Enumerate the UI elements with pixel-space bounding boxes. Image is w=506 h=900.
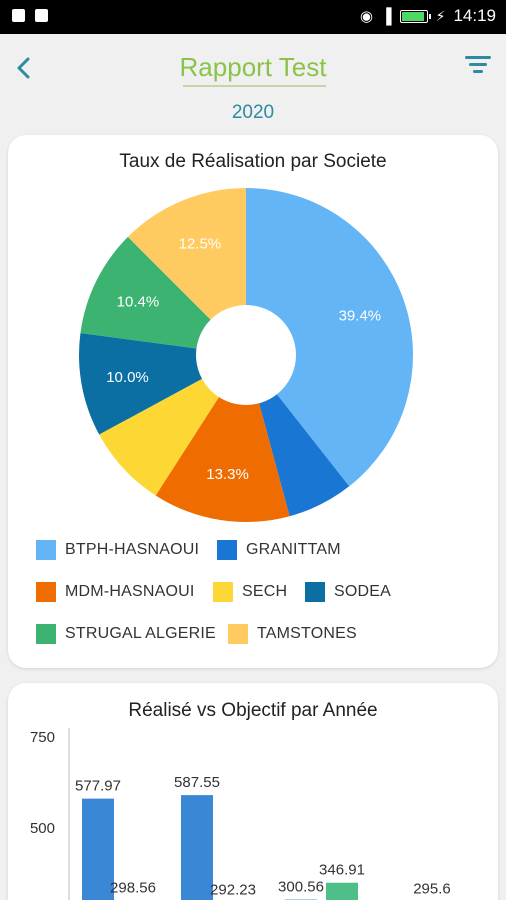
pie-slice-sech[interactable] bbox=[99, 355, 246, 496]
legend-swatch bbox=[36, 624, 56, 644]
wifi-icon: ◉ bbox=[359, 8, 373, 25]
bar-data-label: 292.23 bbox=[210, 882, 256, 899]
status-time: 14:19 bbox=[453, 6, 496, 25]
y-tick-label: 500 bbox=[30, 820, 55, 837]
donut-hole bbox=[196, 305, 296, 405]
bar-chart: 750 500 577.97 298.56 587.55 292.23 300.56346.… bbox=[30, 728, 451, 900]
legend-label: BTPH-HASNAOUI bbox=[65, 541, 200, 558]
legend-label: MDM-HASNAOUI bbox=[65, 583, 195, 600]
legend-label: SECH bbox=[242, 583, 288, 600]
bar-data-label: 298.56 bbox=[110, 879, 156, 896]
pie-data-label: 39.4% bbox=[339, 308, 382, 325]
legend-swatch bbox=[217, 540, 237, 560]
legend-item[interactable]: STRUGAL ALGERIE bbox=[36, 624, 216, 644]
legend-label: SODEA bbox=[334, 583, 392, 600]
back-button[interactable] bbox=[10, 54, 38, 82]
status-bar: ◉ ▐ ⚡ 14:19 bbox=[0, 0, 506, 34]
y-tick-label: 750 bbox=[30, 729, 55, 746]
bar-chart-card: Réalisé vs Objectif par Année 750 500 577.… bbox=[8, 683, 498, 900]
year-selector[interactable]: 2020 bbox=[231, 102, 275, 123]
bar-data-label: 300.56 bbox=[278, 879, 324, 896]
legend-swatch bbox=[36, 582, 56, 602]
battery-icon bbox=[399, 9, 431, 23]
pie-data-label: 13.3% bbox=[206, 466, 249, 483]
bar-chart-title: Réalisé vs Objectif par Année bbox=[128, 700, 378, 721]
legend-item[interactable]: GRANITTAM bbox=[217, 540, 341, 560]
pie-data-label: 12.5% bbox=[179, 236, 222, 253]
bar-data-label: 295.6 bbox=[413, 880, 451, 897]
bar-data-label: 577.97 bbox=[75, 778, 121, 795]
chevron-left-icon bbox=[17, 57, 30, 79]
legend-item[interactable]: SECH bbox=[213, 582, 287, 602]
pie-data-label: 10.0% bbox=[106, 369, 149, 386]
charging-icon: ⚡ bbox=[435, 7, 446, 24]
app-header: Rapport Test 2020 bbox=[0, 34, 506, 130]
legend-item[interactable]: TAMSTONES bbox=[228, 624, 357, 644]
bar-data-label: 587.55 bbox=[174, 774, 220, 791]
pie-chart: 39.4% 13.3% 10.0% 10.4% 12.5% bbox=[78, 188, 413, 522]
bar[interactable] bbox=[82, 798, 114, 900]
pie-slice-tamstones[interactable] bbox=[127, 188, 246, 355]
legend-swatch bbox=[305, 582, 325, 602]
legend-swatch bbox=[213, 582, 233, 602]
bar[interactable] bbox=[326, 882, 358, 900]
pie-chart-card: Taux de Réalisation par Societe 39.4% 13.… bbox=[8, 135, 498, 668]
page-title: Rapport Test bbox=[179, 52, 327, 82]
legend-label: STRUGAL ALGERIE bbox=[65, 625, 216, 642]
title-underline bbox=[183, 85, 326, 87]
signal-icon: ▐ bbox=[380, 7, 392, 25]
legend-item[interactable]: SODEA bbox=[305, 582, 391, 602]
pie-data-label: 10.4% bbox=[117, 294, 160, 311]
n-notification-icon bbox=[35, 9, 48, 22]
pie-slice-btph-hasnaoui[interactable] bbox=[246, 188, 413, 487]
filter-button[interactable] bbox=[464, 56, 492, 78]
bar-data-label: 346.91 bbox=[319, 862, 365, 879]
legend-swatch bbox=[36, 540, 56, 560]
pie-slice-strugal-algerie[interactable] bbox=[80, 236, 246, 355]
legend-label: TAMSTONES bbox=[257, 625, 357, 642]
pie-chart-title: Taux de Réalisation par Societe bbox=[119, 151, 387, 172]
bar[interactable] bbox=[181, 795, 213, 900]
legend-swatch bbox=[228, 624, 248, 644]
filter-icon bbox=[464, 56, 492, 73]
legend-label: GRANITTAM bbox=[246, 541, 341, 558]
image-notification-icon bbox=[12, 9, 25, 22]
legend-item[interactable]: MDM-HASNAOUI bbox=[36, 582, 195, 602]
legend-item[interactable]: BTPH-HASNAOUI bbox=[36, 540, 199, 560]
